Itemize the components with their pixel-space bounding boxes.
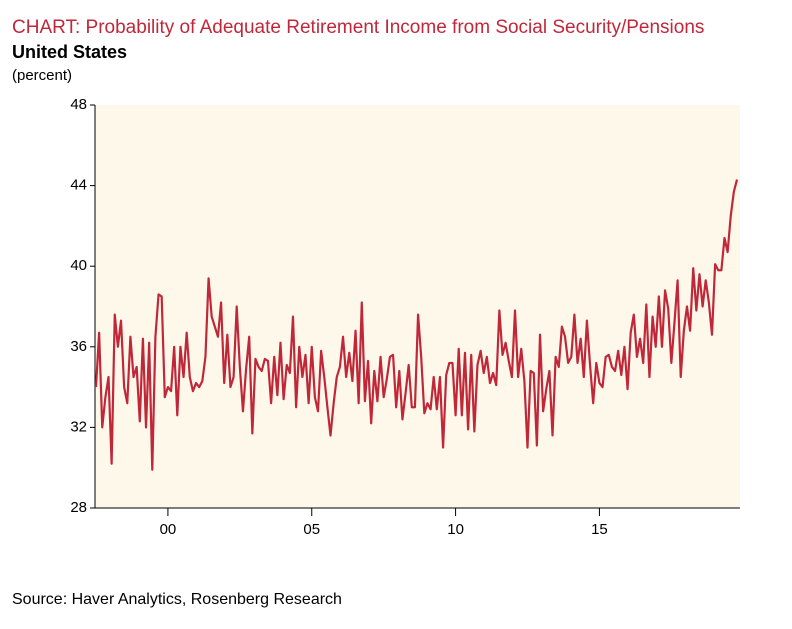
y-tick-label: 48 — [70, 96, 87, 113]
plot-background — [95, 105, 740, 508]
source: Source: Haver Analytics, Rosenberg Resea… — [12, 591, 342, 608]
y-tick-label: 36 — [70, 338, 87, 355]
x-tick-label: 05 — [303, 521, 320, 538]
y-tick-label: 32 — [70, 418, 87, 435]
y-tick-label: 44 — [70, 177, 87, 194]
chart-title: CHART: Probability of Adequate Retiremen… — [12, 17, 704, 38]
y-tick-label: 28 — [70, 499, 87, 516]
x-tick-label: 00 — [160, 521, 177, 538]
y-axis-label: (percent) — [12, 67, 72, 84]
chart-subtitle: United States — [12, 42, 127, 62]
x-tick-label: 15 — [591, 521, 608, 538]
data-line — [94, 179, 739, 471]
x-tick-label: 10 — [447, 521, 464, 538]
y-tick-label: 40 — [70, 257, 87, 274]
